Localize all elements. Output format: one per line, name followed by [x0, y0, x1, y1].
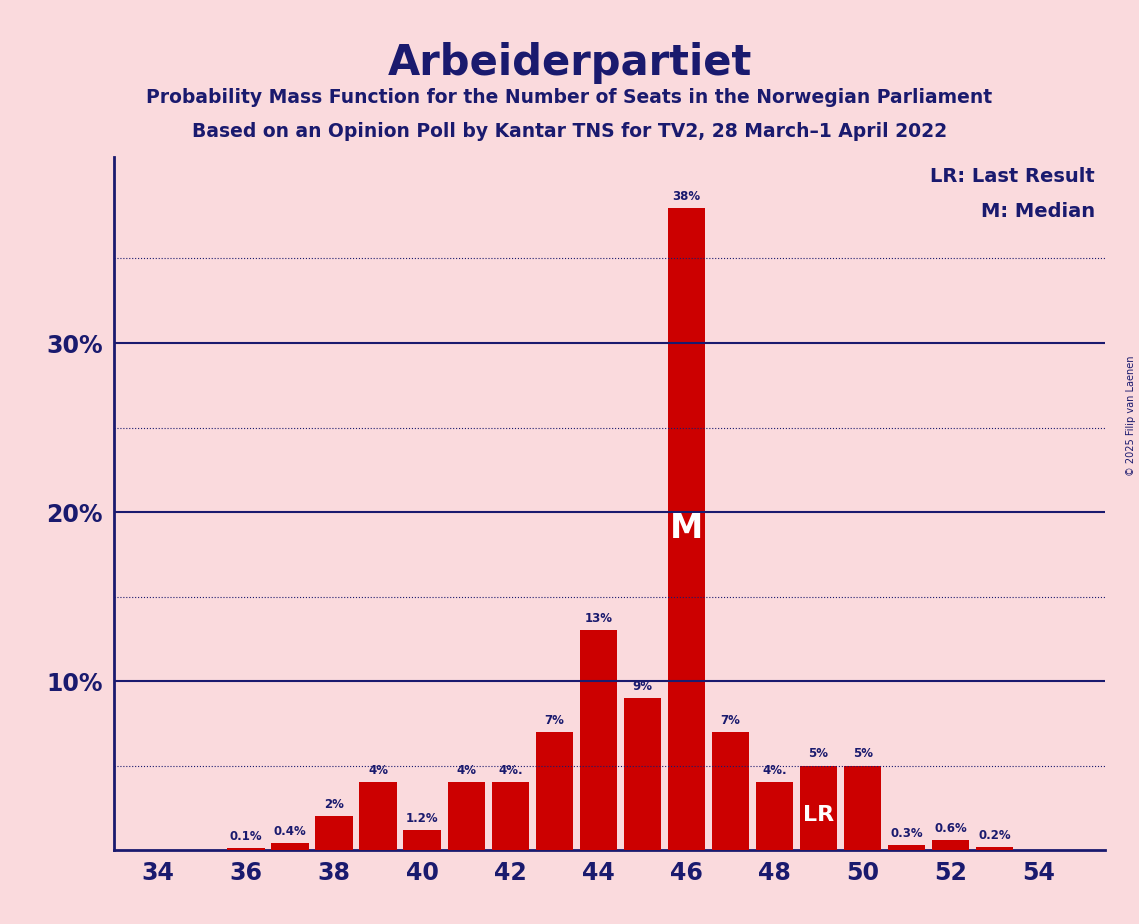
Bar — [492, 783, 528, 850]
Bar — [403, 830, 441, 850]
Text: 5%: 5% — [853, 748, 872, 760]
Text: 2%: 2% — [325, 798, 344, 811]
Bar — [932, 840, 969, 850]
Text: 0.4%: 0.4% — [273, 825, 306, 838]
Bar — [667, 208, 705, 850]
Bar — [360, 783, 396, 850]
Bar — [624, 698, 661, 850]
Text: 4%: 4% — [457, 764, 476, 777]
Bar — [448, 783, 485, 850]
Text: © 2025 Filip van Laenen: © 2025 Filip van Laenen — [1126, 356, 1136, 476]
Bar — [712, 732, 749, 850]
Bar — [228, 848, 264, 850]
Text: 5%: 5% — [809, 748, 828, 760]
Bar — [976, 846, 1014, 850]
Text: Arbeiderpartiet: Arbeiderpartiet — [387, 42, 752, 83]
Text: 38%: 38% — [672, 189, 700, 202]
Text: Probability Mass Function for the Number of Seats in the Norwegian Parliament: Probability Mass Function for the Number… — [147, 88, 992, 107]
Bar — [888, 845, 925, 850]
Text: 4%.: 4%. — [498, 764, 523, 777]
Text: 7%: 7% — [721, 713, 740, 726]
Text: 0.2%: 0.2% — [978, 829, 1011, 842]
Text: 4%.: 4%. — [762, 764, 787, 777]
Bar — [580, 630, 617, 850]
Text: LR: Last Result: LR: Last Result — [931, 167, 1095, 187]
Text: M: M — [670, 513, 703, 545]
Bar — [756, 783, 793, 850]
Text: 0.3%: 0.3% — [891, 827, 923, 840]
Bar — [535, 732, 573, 850]
Bar — [844, 766, 882, 850]
Text: 0.6%: 0.6% — [934, 821, 967, 835]
Text: 13%: 13% — [584, 613, 613, 626]
Text: 9%: 9% — [632, 680, 653, 693]
Bar — [316, 816, 353, 850]
Text: 0.1%: 0.1% — [230, 831, 262, 844]
Text: 1.2%: 1.2% — [405, 811, 439, 825]
Text: M: Median: M: Median — [981, 202, 1095, 221]
Text: 4%: 4% — [368, 764, 388, 777]
Bar — [800, 766, 837, 850]
Bar — [271, 844, 309, 850]
Text: 7%: 7% — [544, 713, 564, 726]
Text: LR: LR — [803, 805, 834, 824]
Text: Based on an Opinion Poll by Kantar TNS for TV2, 28 March–1 April 2022: Based on an Opinion Poll by Kantar TNS f… — [192, 122, 947, 141]
